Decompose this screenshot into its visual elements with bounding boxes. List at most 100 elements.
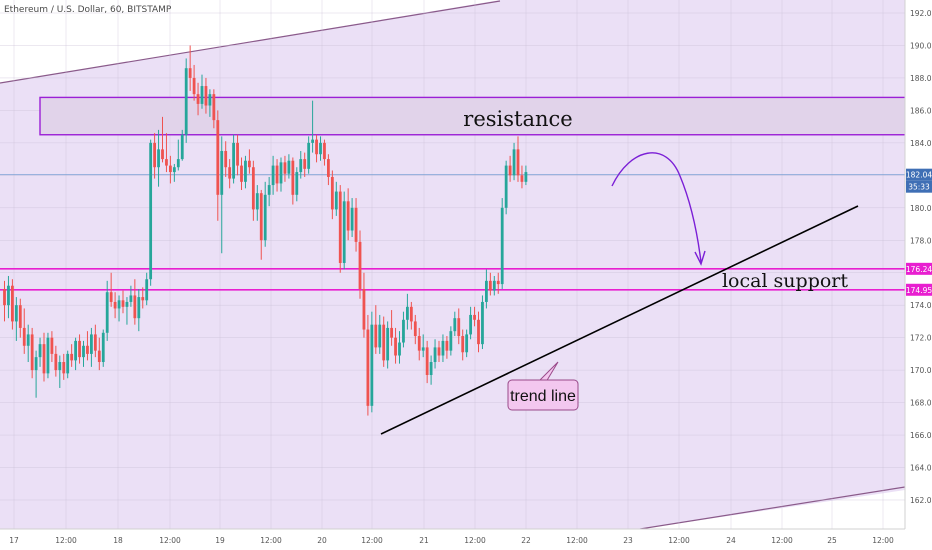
candle-down[interactable] (362, 272, 366, 338)
candle-down[interactable] (382, 316, 386, 367)
candle-down[interactable] (496, 272, 500, 294)
candle-down[interactable] (275, 159, 279, 192)
price-axis[interactable] (905, 0, 932, 550)
candle-down[interactable] (346, 188, 350, 241)
candle-up[interactable] (101, 329, 105, 367)
candle-down[interactable] (212, 89, 216, 129)
candle-up[interactable] (208, 89, 212, 117)
candle-up[interactable] (386, 321, 390, 369)
candle-down[interactable] (315, 134, 318, 163)
candle-up[interactable] (105, 280, 109, 341)
candle-up[interactable] (287, 154, 291, 179)
candle-up[interactable] (125, 297, 129, 325)
candle-down[interactable] (62, 353, 66, 380)
candle-up[interactable] (46, 332, 50, 379)
candle-up[interactable] (267, 176, 271, 207)
candle-up[interactable] (378, 314, 382, 354)
candle-up[interactable] (406, 293, 409, 330)
candle-down[interactable] (251, 160, 255, 221)
candle-up[interactable] (295, 167, 299, 202)
time-axis[interactable] (0, 529, 905, 550)
candle-down[interactable] (228, 159, 232, 189)
candle-down[interactable] (30, 327, 34, 379)
candle-up[interactable] (433, 339, 437, 369)
candle-up[interactable] (429, 355, 433, 385)
candle-up[interactable] (449, 326, 453, 356)
candle-up[interactable] (244, 155, 247, 189)
candle-up[interactable] (279, 157, 283, 192)
candle-up[interactable] (307, 136, 311, 174)
candle-down[interactable] (330, 170, 334, 220)
candle-down[interactable] (508, 155, 512, 182)
price-channel[interactable] (0, 0, 905, 529)
candle-down[interactable] (248, 149, 251, 174)
candle-down[interactable] (3, 280, 6, 322)
candle-down[interactable] (445, 336, 449, 359)
candle-up[interactable] (504, 160, 508, 215)
candle-down[interactable] (22, 308, 26, 354)
candle-up[interactable] (172, 163, 176, 182)
candle-up[interactable] (176, 139, 180, 171)
candle-down[interactable] (425, 340, 429, 384)
candle-down[interactable] (394, 327, 397, 364)
candle-down[interactable] (204, 77, 208, 114)
candle-down[interactable] (113, 292, 117, 319)
candle-up[interactable] (398, 331, 401, 364)
candle-down[interactable] (97, 337, 101, 371)
drawings[interactable]: resistance local support trend line (380, 107, 859, 435)
candle-down[interactable] (224, 141, 228, 177)
candle-up[interactable] (14, 297, 18, 341)
candle-up[interactable] (255, 185, 259, 221)
candle-down[interactable] (93, 324, 97, 358)
candle-up[interactable] (500, 198, 504, 289)
candle-down[interactable] (165, 133, 168, 173)
candle-up[interactable] (74, 337, 77, 371)
candle-up[interactable] (232, 134, 235, 184)
candle-up[interactable] (220, 136, 224, 254)
candle-down[interactable] (216, 110, 220, 221)
candle-down[interactable] (374, 305, 378, 354)
trend-line-callout[interactable] (507, 379, 579, 411)
candle-down[interactable] (457, 308, 461, 345)
candle-down[interactable] (121, 290, 125, 314)
candle-down[interactable] (338, 185, 342, 273)
candle-up[interactable] (299, 150, 303, 179)
candle-up[interactable] (524, 165, 528, 186)
candle-up[interactable] (421, 334, 425, 358)
candle-down[interactable] (417, 327, 421, 361)
resistance-zone[interactable] (39, 96, 920, 136)
trend-line[interactable] (380, 205, 859, 435)
candle-up[interactable] (512, 142, 516, 181)
candle-up[interactable] (465, 329, 469, 358)
candle-down[interactable] (188, 45, 192, 91)
candle-up[interactable] (157, 129, 160, 187)
candle-down[interactable] (78, 334, 81, 364)
candle-down[interactable] (86, 331, 89, 361)
candle-down[interactable] (477, 311, 480, 353)
candle-down[interactable] (133, 279, 137, 325)
candle-down[interactable] (327, 154, 330, 186)
candle-up[interactable] (271, 155, 275, 195)
horizontal-levels[interactable] (0, 96, 920, 291)
candle-down[interactable] (303, 152, 307, 177)
candle-down[interactable] (520, 165, 524, 189)
candle-down[interactable] (291, 157, 295, 205)
candle-up[interactable] (342, 191, 346, 270)
candle-down[interactable] (413, 314, 417, 345)
candle-up[interactable] (200, 74, 204, 109)
channel-upper-line[interactable] (0, 0, 501, 84)
candle-up[interactable] (7, 275, 10, 319)
candle-up[interactable] (453, 311, 457, 337)
candle-up[interactable] (38, 337, 42, 367)
candle-up[interactable] (180, 129, 184, 161)
candle-up[interactable] (469, 306, 472, 340)
candle-down[interactable] (141, 287, 145, 309)
candle-up[interactable] (34, 350, 38, 398)
candle-down[interactable] (18, 298, 22, 338)
candle-down[interactable] (283, 155, 287, 182)
candle-down[interactable] (488, 272, 492, 296)
candle-down[interactable] (461, 329, 465, 361)
candle-up[interactable] (66, 350, 70, 379)
candle-down[interactable] (54, 345, 58, 377)
